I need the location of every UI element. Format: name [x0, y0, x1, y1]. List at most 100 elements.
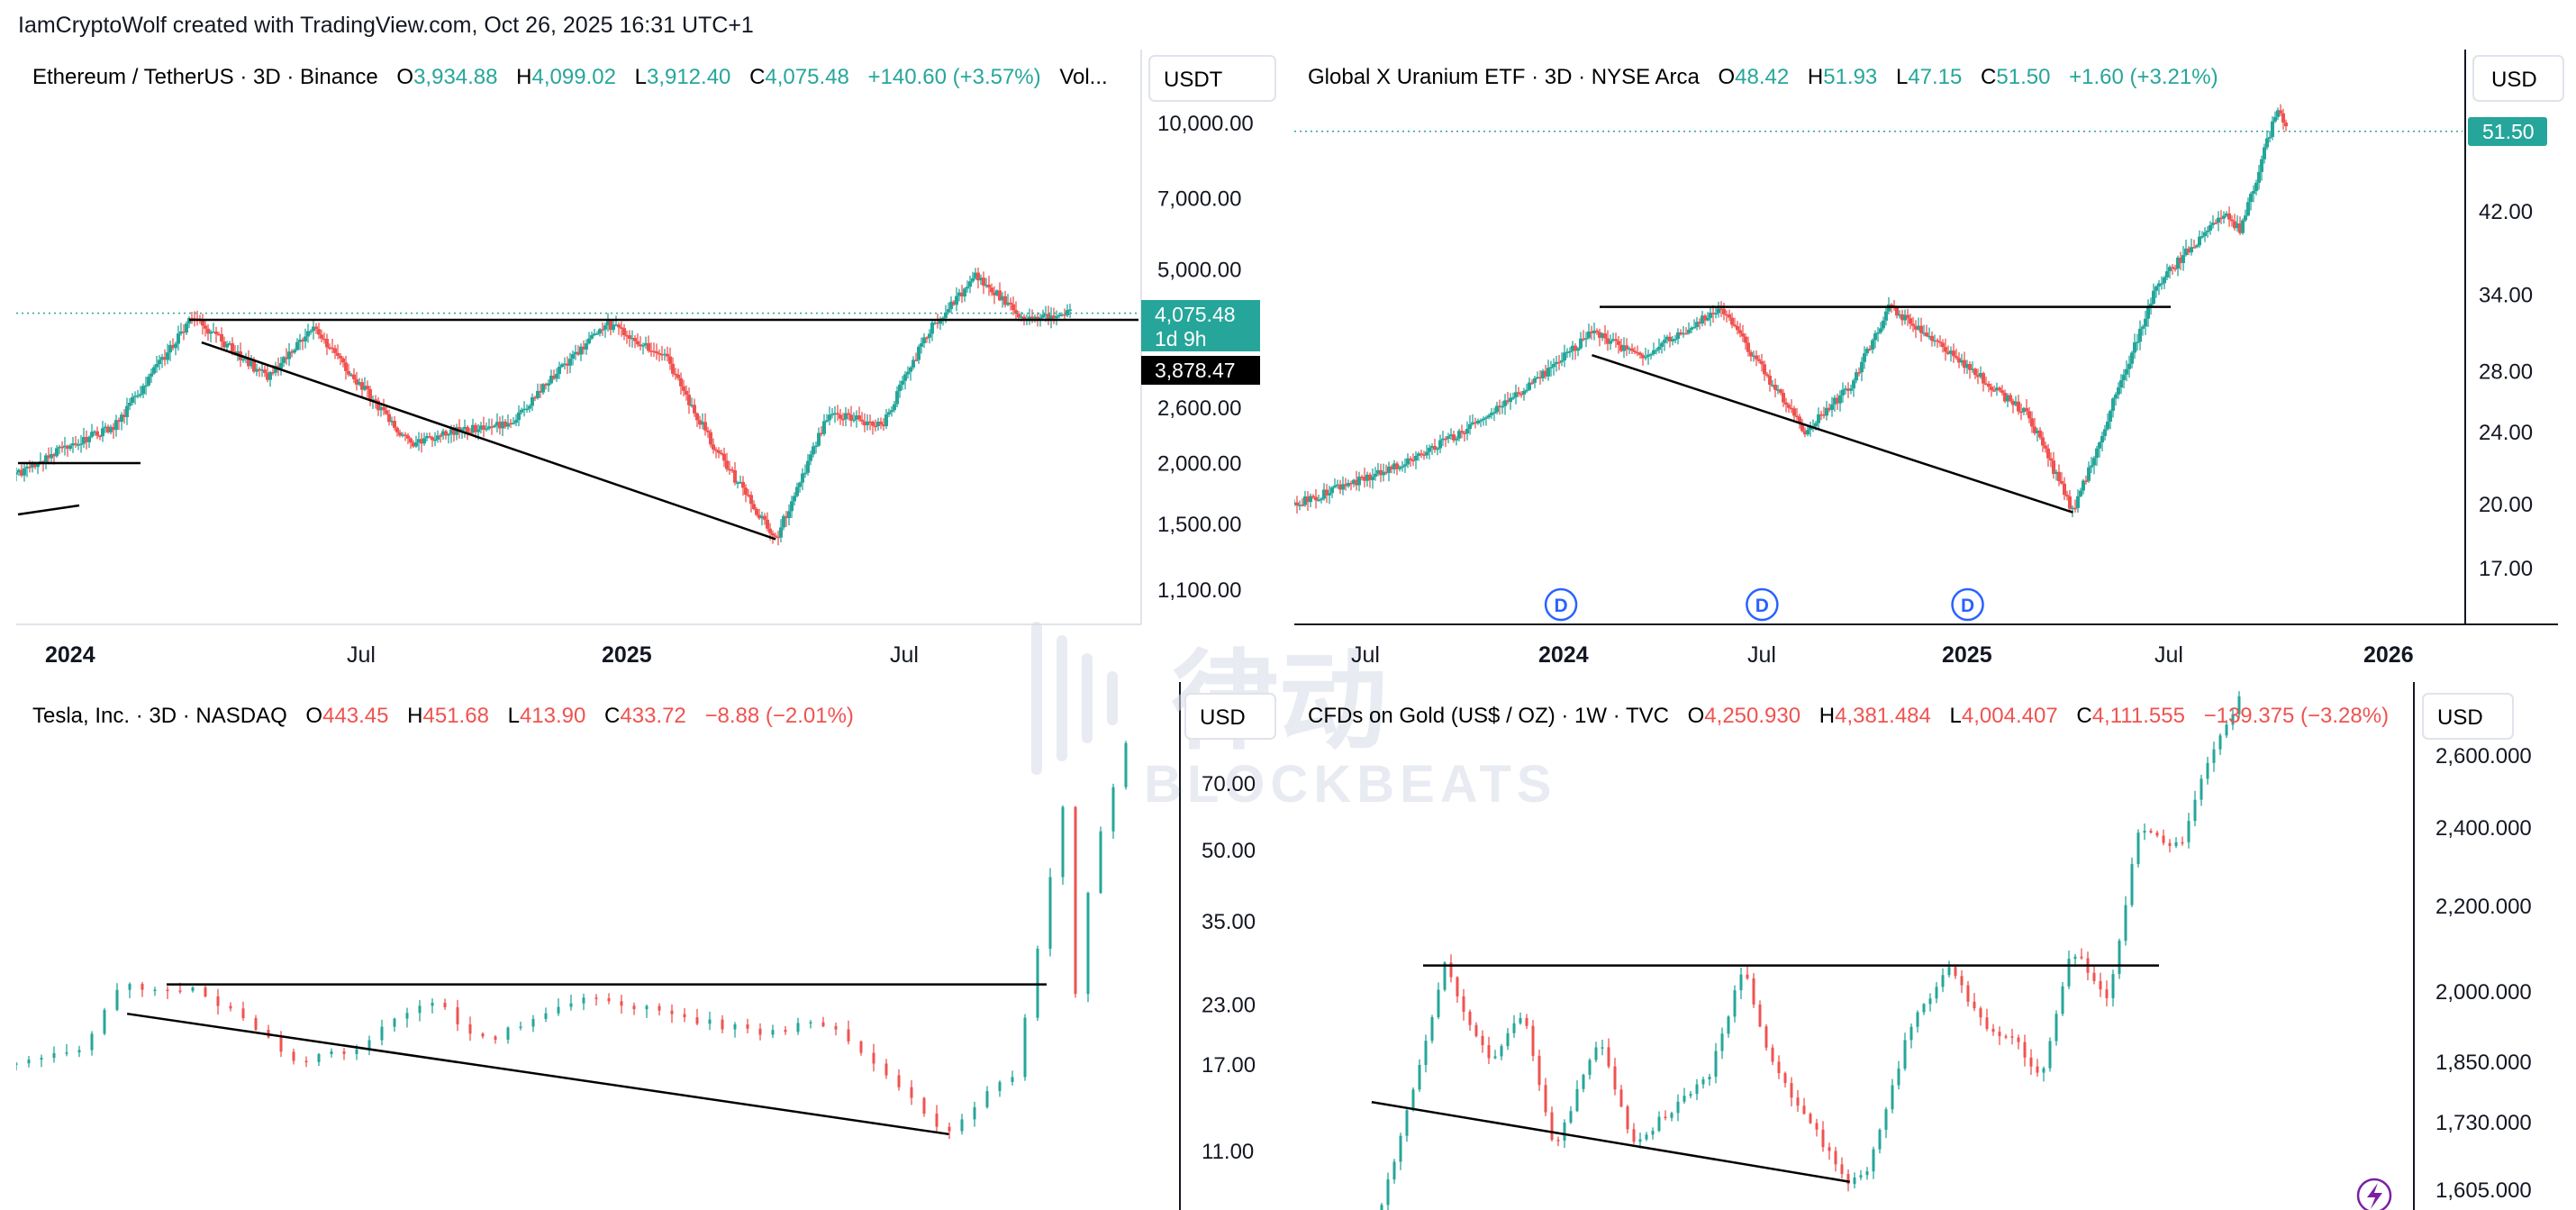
gold-chart[interactable]: CFDs on Gold (US$ / OZ) · 1W · TVC O4,25… [1308, 691, 2532, 1210]
tsla-currency-button[interactable] [1184, 693, 1276, 740]
ura-trendline[interactable] [1592, 353, 2073, 514]
gold-candle-body [1613, 1066, 1617, 1090]
tsla-chart[interactable]: Tesla, Inc. · 3D · NASDAQ O443.45 H451.6… [15, 693, 1276, 1164]
gold-candle-body [1872, 1149, 1875, 1172]
tsla-candle-body [569, 1003, 573, 1007]
ura-candle-body [2192, 247, 2196, 249]
gold-candle-body [1790, 1083, 1793, 1098]
tsla-candle-body [292, 1051, 295, 1061]
eth-candle-body [982, 277, 985, 287]
ura-candle-body [2071, 507, 2074, 510]
gold-candle-body [1632, 1129, 1636, 1142]
eth-candle-body [933, 322, 937, 324]
eth-candle-body [849, 414, 853, 421]
gold-y-axis: 2,600.000 2,400.000 2,200.000 2,000.000 1,85… [2435, 744, 2532, 1203]
ura-candle-body [1825, 407, 1828, 416]
ura-candle-body [1322, 489, 1326, 499]
gold-candle-body [1550, 1112, 1554, 1141]
ura-low-label: L [1896, 65, 1908, 89]
pine-script-icon[interactable] [2356, 1178, 2392, 1210]
gold-candle-body [1430, 1017, 1434, 1042]
eth-candle-body [909, 367, 912, 372]
ura-candle-body [2163, 277, 2166, 284]
ura-candle-body [2211, 223, 2215, 225]
eth-candle-body [876, 421, 880, 426]
ura-candle-body [2044, 445, 2047, 449]
ura-candles [1294, 104, 2288, 518]
ura-high-label: H [1808, 65, 1823, 89]
eth-candle-body [136, 395, 140, 397]
ura-candle-body [1387, 466, 1391, 473]
gold-candle-body [2218, 735, 2222, 750]
eth-candle-body [95, 431, 99, 436]
eth-candle-body [277, 366, 280, 368]
eth-candle-body [139, 394, 142, 396]
gold-candle-body [1399, 1135, 1402, 1162]
gold-candle-body [1645, 1134, 1648, 1140]
eth-candle-body [901, 380, 904, 385]
eth-candle-body [668, 356, 672, 364]
dividend-marker-icon[interactable]: D [1951, 587, 1984, 622]
ura-candle-body [2184, 248, 2188, 256]
eth-y-tick: 1,100.00 [1157, 578, 1241, 603]
ura-candle-body [2279, 110, 2282, 114]
gold-candle-body [2118, 941, 2121, 975]
ura-currency-button[interactable] [2472, 55, 2564, 102]
eth-chart[interactable]: Ethereum / TetherUS · 3D · Binance O3,93… [14, 55, 1276, 668]
eth-candle-body [349, 374, 353, 377]
eth-partial-trendline[interactable] [17, 504, 80, 516]
eth-candle-body [703, 422, 707, 431]
ura-candle-body [2090, 465, 2093, 468]
eth-candle-body [428, 436, 431, 438]
eth-candle-body [285, 357, 288, 359]
eth-candle-body [663, 353, 667, 356]
gold-title: CFDs on Gold (US$ / OZ) · 1W · TVC [1308, 704, 1669, 728]
eth-candle-body [695, 413, 699, 421]
gold-candle-body [1859, 1175, 1863, 1178]
ura-candle-body [1744, 336, 1747, 343]
gold-candle-body [2168, 842, 2172, 846]
eth-candle-body [1049, 315, 1053, 321]
eth-candle-body [914, 359, 918, 361]
ura-candle-body [1401, 466, 1404, 469]
eth-candle-body [312, 326, 315, 332]
ura-candle-body [2025, 407, 2028, 412]
ura-chart[interactable]: Global X Uranium ETF · 3D · NYSE Arca O4… [1293, 55, 2564, 668]
eth-candle-body [1020, 316, 1023, 318]
ura-candle-body [1536, 377, 1539, 379]
ura-candle-body [1703, 315, 1707, 321]
ura-candle-body [2160, 283, 2163, 285]
gold-candle-body [1588, 1060, 1592, 1075]
ura-candle-body [1379, 469, 1383, 476]
ura-candle-body [1633, 350, 1637, 352]
eth-candle-body [814, 445, 818, 448]
eth-candle-body [444, 431, 448, 436]
gold-candle-body [1392, 1161, 1396, 1180]
eth-trendline[interactable] [201, 341, 776, 541]
gold-candle-body [2111, 974, 2115, 998]
eth-currency-button[interactable] [1148, 55, 1276, 102]
dividend-marker-icon[interactable]: D [1544, 587, 1578, 622]
eth-candle-body [628, 335, 631, 339]
eth-candle-body [744, 487, 748, 496]
eth-candle-body [593, 333, 596, 335]
eth-candle-body [347, 370, 350, 375]
tsla-change: −8.88 (−2.01%) [704, 704, 853, 728]
gold-currency-button[interactable] [2422, 693, 2514, 740]
gold-candle-body [1525, 1017, 1528, 1026]
eth-candle-body [620, 327, 623, 329]
gold-trendline[interactable] [1371, 1100, 1850, 1183]
dividend-marker-circle [1951, 587, 1984, 622]
ura-candle-body [1814, 423, 1818, 427]
gold-candle-body [1746, 974, 1749, 978]
tsla-trendline[interactable] [126, 1012, 949, 1136]
dividend-marker-icon[interactable]: D [1746, 587, 1779, 622]
gold-legend: CFDs on Gold (US$ / OZ) · 1W · TVC O4,25… [1308, 704, 2389, 728]
eth-candle-body [171, 344, 175, 349]
ura-candle-body [2149, 304, 2153, 307]
ura-candle-body [1692, 327, 1696, 329]
ura-candle-body [1441, 438, 1445, 441]
ura-candle-body [2271, 121, 2274, 138]
eth-high: 4,099.02 [532, 65, 616, 89]
